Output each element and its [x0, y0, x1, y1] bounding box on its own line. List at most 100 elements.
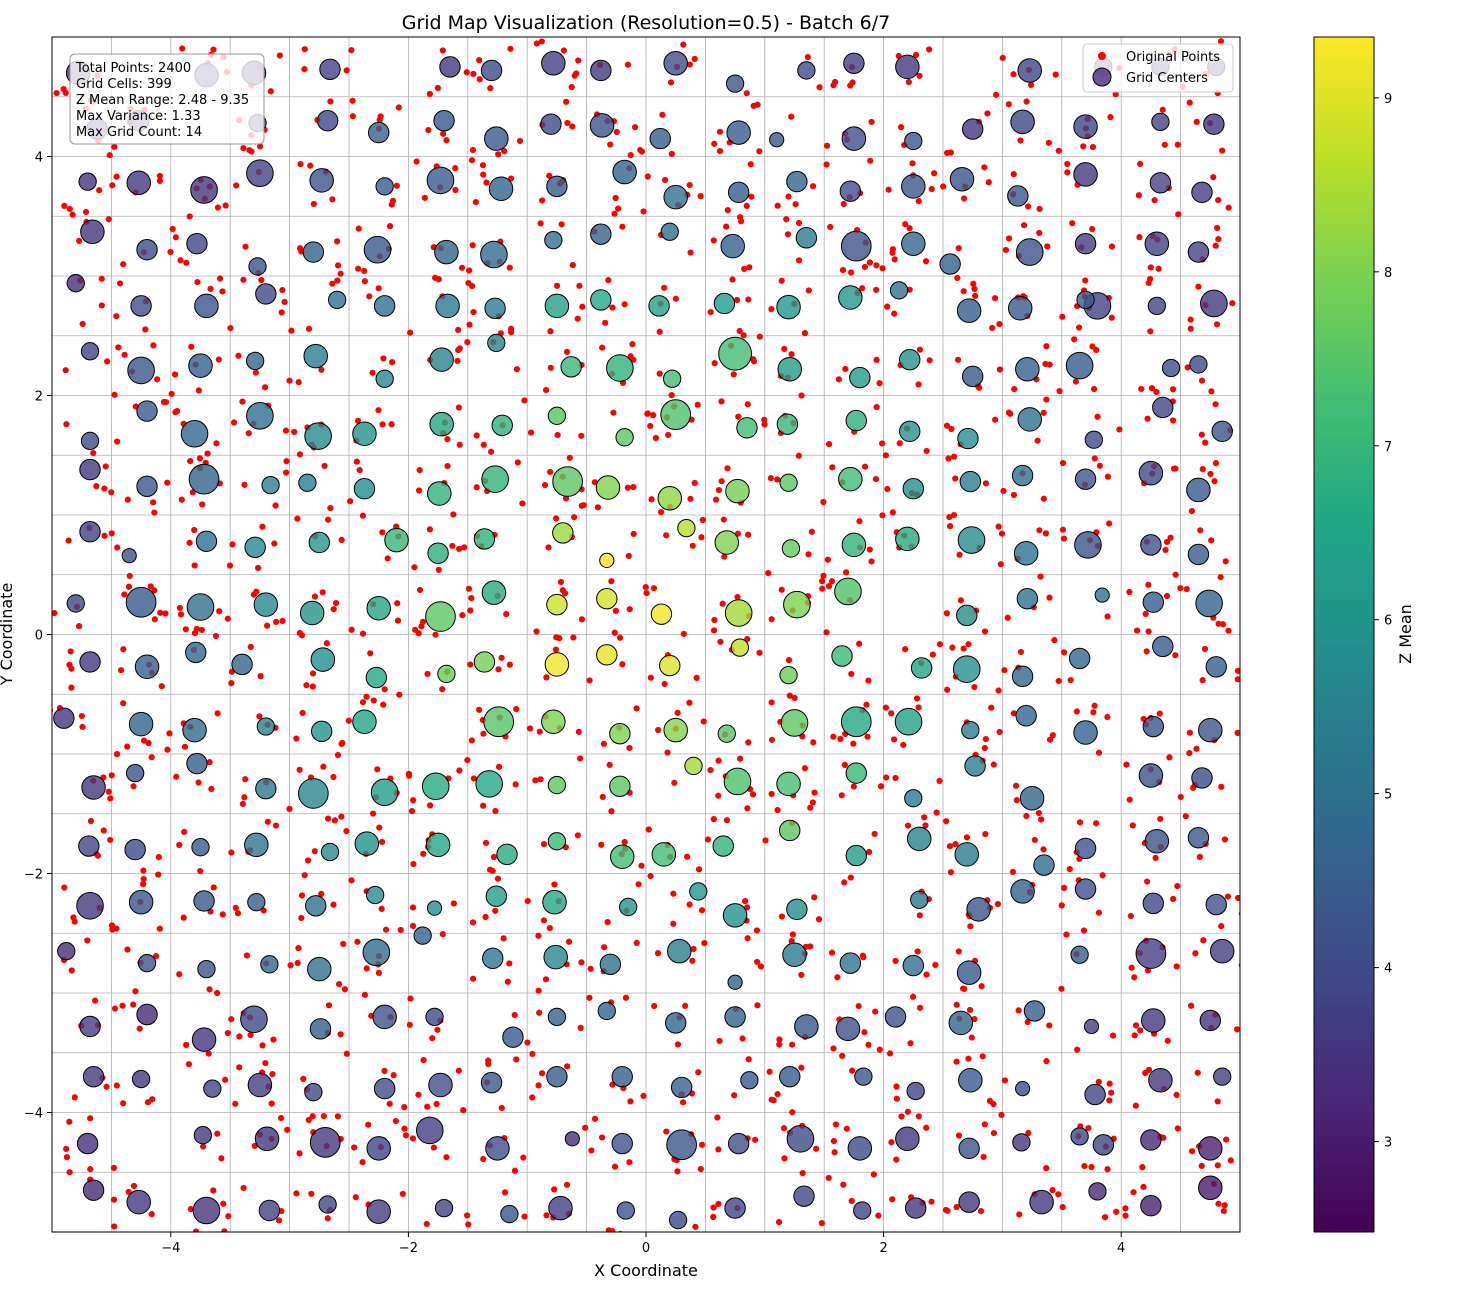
original-point — [268, 88, 274, 94]
grid-center-marker — [905, 1198, 925, 1218]
grid-center-marker — [855, 1068, 872, 1085]
original-point — [456, 767, 462, 773]
original-point — [220, 1201, 226, 1207]
original-point — [1195, 284, 1201, 290]
grid-center-marker — [1187, 478, 1211, 502]
original-point — [1195, 1070, 1201, 1076]
original-point — [1059, 314, 1065, 320]
original-point — [1172, 652, 1178, 658]
original-point — [1175, 142, 1181, 148]
original-point — [99, 302, 105, 308]
original-point — [1170, 386, 1176, 392]
original-point — [465, 280, 471, 286]
original-point — [1164, 593, 1170, 599]
original-point — [1055, 1191, 1061, 1197]
original-point — [719, 478, 725, 484]
grid-center-marker — [122, 549, 136, 563]
original-point — [917, 912, 923, 918]
original-point — [469, 737, 475, 743]
original-point — [443, 1154, 449, 1160]
grid-center-marker — [309, 532, 329, 552]
colorbar-tick-label: 5 — [1384, 788, 1392, 803]
original-point — [798, 392, 804, 398]
original-point — [1218, 784, 1224, 790]
original-point — [483, 840, 489, 846]
original-point — [109, 926, 115, 932]
original-point — [450, 511, 456, 517]
grid-center-marker — [731, 639, 748, 656]
grid-center-marker — [963, 119, 983, 139]
grid-center-marker — [483, 948, 503, 968]
original-point — [432, 632, 438, 638]
original-point — [708, 309, 714, 315]
original-point — [410, 904, 416, 910]
original-point — [613, 608, 619, 614]
original-point — [69, 967, 75, 973]
original-point — [948, 426, 954, 432]
original-point — [1094, 414, 1100, 420]
original-point — [395, 618, 401, 624]
original-point — [745, 401, 751, 407]
grid-center-marker — [553, 467, 583, 497]
grid-center-marker — [127, 1190, 151, 1214]
original-point — [172, 371, 178, 377]
original-point — [111, 1223, 117, 1229]
original-point — [805, 54, 811, 60]
original-point — [1197, 854, 1203, 860]
original-point — [547, 469, 553, 475]
original-point — [1046, 1022, 1052, 1028]
original-point — [1193, 746, 1199, 752]
grid-center-marker — [959, 1068, 983, 1092]
original-point — [344, 1051, 350, 1057]
grid-center-marker — [842, 533, 866, 557]
grid-center-marker — [376, 370, 393, 387]
original-point — [1147, 328, 1153, 334]
original-point — [1032, 837, 1038, 843]
original-point — [887, 1050, 893, 1056]
original-point — [952, 475, 958, 481]
original-point — [610, 410, 616, 416]
original-point — [321, 463, 327, 469]
original-point — [1107, 114, 1113, 120]
original-point — [1214, 321, 1220, 327]
original-point — [1134, 627, 1140, 633]
grid-center-marker — [426, 1008, 443, 1025]
original-point — [300, 1076, 306, 1082]
original-point — [452, 165, 458, 171]
original-point — [1208, 388, 1214, 394]
grid-center-marker — [481, 241, 508, 268]
original-point — [1056, 678, 1062, 684]
original-point — [120, 1100, 126, 1106]
original-point — [485, 1058, 491, 1064]
original-point — [755, 102, 761, 108]
grid-center-marker — [1066, 352, 1093, 379]
original-point — [757, 334, 763, 340]
original-point — [455, 327, 461, 333]
original-point — [244, 952, 250, 958]
grid-center-marker — [780, 666, 797, 683]
original-point — [640, 1093, 646, 1099]
original-point — [983, 480, 989, 486]
original-point — [507, 662, 513, 668]
original-point — [1040, 846, 1046, 852]
original-point — [1041, 496, 1047, 502]
grid-center-marker — [617, 1202, 634, 1219]
original-point — [629, 341, 635, 347]
original-point — [1067, 866, 1073, 872]
original-point — [325, 517, 331, 523]
original-point — [879, 512, 885, 518]
grid-center-marker — [649, 296, 669, 316]
grid-center-marker — [903, 955, 923, 975]
grid-center-marker — [650, 128, 670, 148]
x-axis-title: X Coordinate — [594, 1261, 698, 1280]
y-tick-label: 4 — [35, 151, 43, 166]
original-point — [605, 919, 611, 925]
grid-center-marker — [549, 1196, 573, 1220]
original-point — [299, 632, 305, 638]
original-point — [495, 876, 501, 882]
grid-center-marker — [959, 1192, 979, 1212]
original-point — [554, 432, 560, 438]
original-point — [1136, 234, 1142, 240]
original-point — [889, 1196, 895, 1202]
grid-center-marker — [308, 957, 332, 981]
